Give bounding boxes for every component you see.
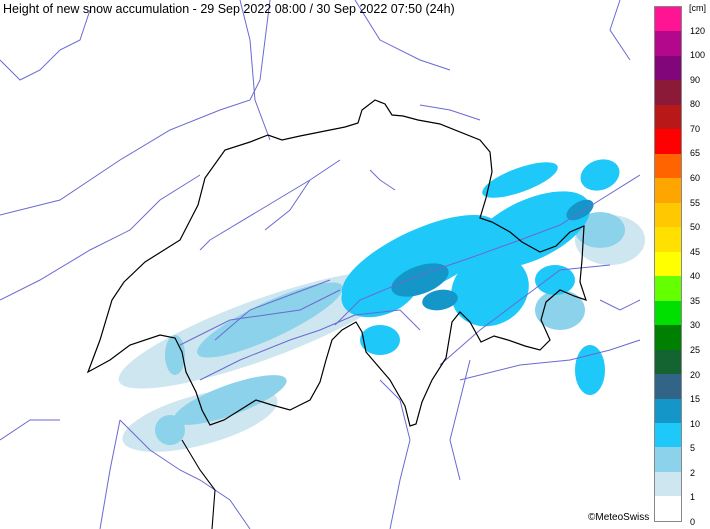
legend-label: 10 [690, 418, 701, 429]
snow-area [575, 345, 605, 395]
legend-bin [655, 129, 681, 154]
legend-bin [655, 276, 681, 301]
snow-map [0, 0, 645, 529]
legend-bin [655, 471, 681, 497]
legend-bin [655, 496, 681, 521]
legend-label: 35 [690, 295, 701, 306]
legend-label: 2 [690, 467, 696, 478]
snow-area [566, 199, 594, 221]
snow-area [173, 375, 287, 425]
snow-area [482, 162, 558, 198]
legend-label: 90 [690, 74, 701, 85]
legend-bin [655, 374, 681, 399]
legend-bin [655, 325, 681, 350]
legend-bin [655, 178, 681, 203]
legend-bin [655, 7, 681, 32]
legend-bin [655, 422, 681, 448]
snow-area [575, 212, 625, 248]
legend-bin [655, 31, 681, 56]
legend-label: 15 [690, 394, 701, 405]
legend-label: 70 [690, 123, 701, 134]
legend-bin [655, 349, 681, 375]
snow-area [580, 159, 620, 191]
snow-area [469, 191, 591, 269]
legend-label: 120 [690, 25, 706, 36]
legend-label: 65 [690, 148, 701, 159]
legend-label: 45 [690, 246, 701, 257]
snow-area [535, 265, 575, 295]
legend-bin [655, 447, 681, 472]
legend-label: 5 [690, 443, 696, 454]
legend-label: 0 [690, 517, 696, 527]
credit-text: ©MeteoSwiss [588, 512, 650, 523]
legend-label: 100 [690, 50, 706, 61]
snow-area [155, 415, 185, 445]
snow-area [360, 325, 400, 355]
legend-bin [655, 227, 681, 252]
legend-label: 25 [690, 345, 701, 355]
legend-label: 40 [690, 271, 701, 282]
legend-bin [655, 300, 681, 326]
legend-label: 50 [690, 222, 701, 233]
legend-label: 55 [690, 197, 701, 208]
legend-bin [655, 251, 681, 277]
legend-bin [655, 202, 681, 228]
snow-area [391, 263, 449, 297]
legend-label: 30 [690, 320, 701, 331]
legend-bin [655, 153, 681, 179]
legend-bin [655, 398, 681, 423]
regional-boundaries [0, 0, 641, 529]
snow-area [422, 289, 458, 311]
map-title: Height of new snow accumulation - 29 Sep… [3, 2, 455, 16]
legend-bin [655, 55, 681, 81]
color-legend [654, 6, 682, 522]
legend-label: 1 [690, 492, 696, 503]
legend-bin [655, 80, 681, 105]
snow-area [197, 282, 343, 358]
swiss-border [86, 99, 587, 427]
legend-label: 20 [690, 369, 701, 380]
legend-label: 60 [690, 173, 701, 183]
legend-unit: [cm] [689, 3, 706, 13]
legend-bin [655, 104, 681, 130]
legend-label: 80 [690, 99, 701, 110]
snow-cover-layer [118, 159, 645, 452]
